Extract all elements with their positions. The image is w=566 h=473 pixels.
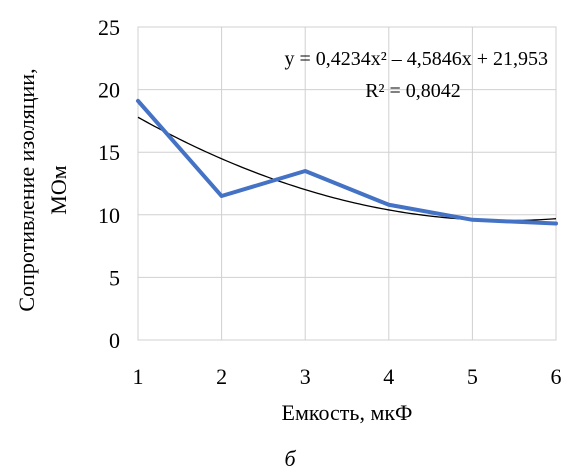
y-tick-label: 0 bbox=[109, 328, 120, 353]
series-group bbox=[136, 98, 558, 226]
x-tick-label: 5 bbox=[467, 364, 478, 389]
y-axis-label-line2: МОм bbox=[46, 165, 71, 214]
x-tick-label: 4 bbox=[383, 364, 394, 389]
y-tick-label: 25 bbox=[98, 15, 120, 40]
y-tick-label: 5 bbox=[109, 265, 120, 290]
trendline-equation: y = 0,4234x² – 4,5846x + 21,953 bbox=[284, 48, 548, 70]
figure-caption: б bbox=[284, 446, 296, 471]
y-tick-label: 10 bbox=[98, 203, 120, 228]
y-tick-label: 20 bbox=[98, 78, 120, 103]
y-tick-labels: 0 5 10 15 20 25 bbox=[98, 15, 120, 353]
y-tick-label: 15 bbox=[98, 140, 120, 165]
x-axis-label: Емкость, мкФ bbox=[282, 400, 413, 425]
plot-area bbox=[137, 26, 557, 341]
x-tick-labels: 1 2 3 4 5 6 bbox=[133, 364, 562, 389]
r-squared-label: R² = 0,8042 bbox=[365, 80, 461, 102]
x-tick-label: 3 bbox=[300, 364, 311, 389]
x-tick-label: 2 bbox=[216, 364, 227, 389]
x-tick-label: 1 bbox=[133, 364, 144, 389]
series-line bbox=[136, 98, 558, 226]
x-tick-label: 6 bbox=[551, 364, 562, 389]
y-axis-label-line1: Сопротивление изоляции, bbox=[14, 68, 39, 311]
